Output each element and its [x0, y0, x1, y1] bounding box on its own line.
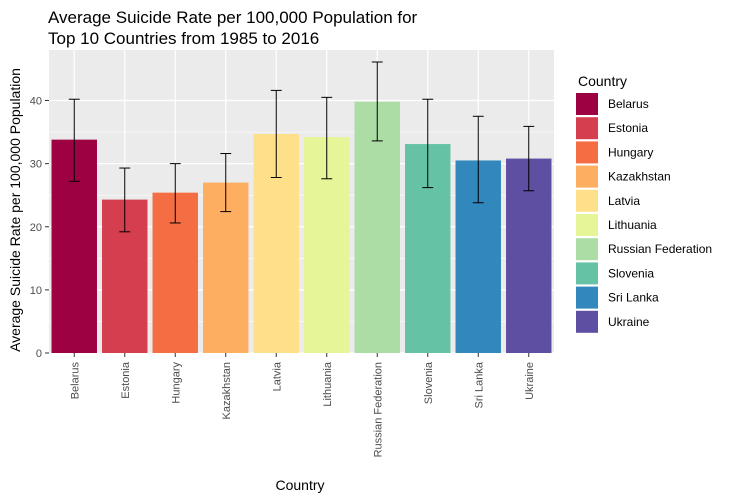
- chart-title-line-1: Average Suicide Rate per 100,000 Populat…: [48, 8, 418, 27]
- y-tick-label: 10: [30, 285, 42, 297]
- legend: Country Belarus Estonia Hungary Kazakhstan L…: [576, 73, 712, 333]
- chart-title-line-2: Top 10 Countries from 1985 to 2016: [48, 29, 319, 48]
- error-bar: [523, 125, 535, 192]
- legend-key: [576, 165, 598, 188]
- x-tick-label: Estonia: [120, 361, 132, 399]
- legend-title: Country: [578, 73, 627, 89]
- y-tick-label: 40: [30, 96, 42, 108]
- error-bar: [422, 98, 434, 189]
- y-axis-ticks: 0 10 20 30 40: [30, 96, 49, 360]
- error-bar: [371, 61, 383, 142]
- x-tick-label: Lithuania: [322, 361, 334, 407]
- legend-key: [576, 286, 598, 309]
- x-tick-label: Russian Federation: [372, 362, 384, 457]
- legend-label: Kazakhstan: [608, 170, 671, 184]
- y-tick-label: 0: [36, 348, 42, 360]
- error-bar: [169, 163, 181, 224]
- error-bar: [321, 96, 333, 180]
- x-tick-label: Belarus: [69, 362, 81, 400]
- legend-key: [576, 93, 598, 115]
- legend-key: [576, 117, 598, 140]
- legend-label: Sri Lanka: [608, 291, 659, 305]
- legend-key: [576, 214, 598, 236]
- legend-key: [576, 262, 598, 285]
- x-tick-label: Hungary: [170, 362, 182, 404]
- legend-label: Lithuania: [608, 218, 657, 232]
- legend-label: Estonia: [608, 121, 648, 135]
- x-axis-ticks: Belarus Estonia Hungary Kazakhstan Latvia Lit…: [69, 353, 536, 457]
- x-tick-label: Sri Lanka: [473, 361, 485, 408]
- legend-label: Slovenia: [608, 266, 654, 280]
- legend-label: Ukraine: [608, 315, 650, 329]
- error-bar: [68, 98, 80, 182]
- bars: [51, 101, 552, 353]
- legend-label: Hungary: [608, 145, 653, 159]
- error-bar: [220, 153, 232, 213]
- legend-key: [576, 310, 598, 333]
- y-tick-label: 20: [30, 222, 42, 234]
- legend-key: [576, 189, 598, 212]
- y-tick-label: 30: [30, 159, 42, 171]
- error-bar: [270, 89, 282, 179]
- legend-key: [576, 238, 598, 261]
- legend-label: Latvia: [608, 194, 640, 208]
- x-tick-label: Ukraine: [524, 362, 536, 400]
- x-tick-label: Latvia: [271, 361, 283, 391]
- x-tick-label: Slovenia: [423, 361, 435, 404]
- legend-label: Russian Federation: [608, 242, 712, 256]
- legend-label: Belarus: [608, 97, 649, 111]
- x-tick-label: Kazakhstan: [221, 362, 233, 419]
- legend-key: [576, 141, 598, 164]
- error-bars: [68, 61, 535, 233]
- y-axis-title: Average Suicide Rate per 100,000 Populat…: [7, 68, 23, 352]
- bar-russian-federation: [354, 101, 400, 353]
- x-axis-title: Country: [275, 477, 324, 493]
- error-bar: [472, 115, 484, 204]
- error-bar: [119, 167, 131, 233]
